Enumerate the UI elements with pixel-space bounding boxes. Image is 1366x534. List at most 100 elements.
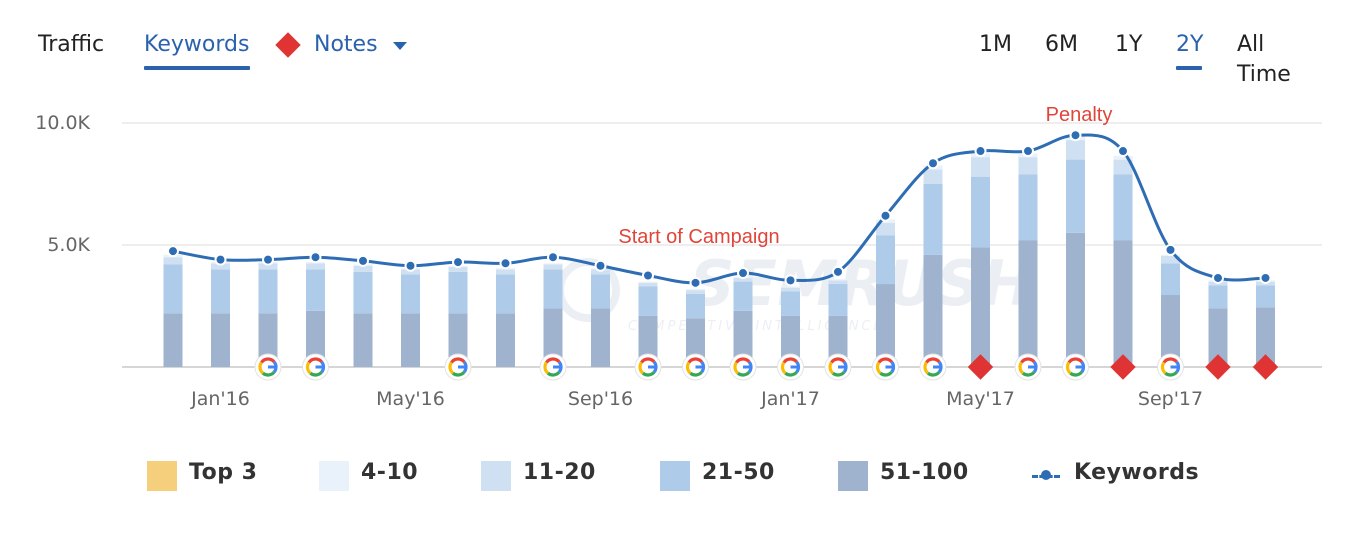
x-tick-label: Jan'17 (760, 388, 820, 410)
bar-segment-51-100 (1066, 232, 1085, 367)
google-icon-arc (830, 357, 846, 364)
bar-segment-4-10 (1113, 155, 1133, 160)
bar-segment-11-20 (306, 263, 325, 270)
keywords-point (1069, 129, 1082, 142)
bar-segment-51-100 (306, 310, 325, 367)
google-icon-arc (1021, 370, 1036, 377)
bar-segment-21-50 (1161, 263, 1180, 296)
google-icon-arc (448, 361, 455, 375)
bar-segment-11-20 (1161, 255, 1180, 264)
range-6m[interactable]: 6M (1045, 32, 1078, 57)
bar-segment-11-20 (448, 266, 468, 272)
keywords-point (499, 257, 512, 270)
legend-label-keywords: Keywords (1074, 460, 1200, 485)
google-icon-arc (309, 370, 323, 377)
x-tick-label: Sep'17 (1138, 388, 1203, 410)
legend-label-4-10: 4-10 (361, 460, 419, 485)
keywords-point (642, 269, 654, 282)
y-tick-label: 5.0K (47, 234, 90, 256)
bar-segment-21-50 (306, 269, 325, 311)
google-update-icon (539, 353, 567, 381)
google-icon-arc (1018, 361, 1025, 375)
chevron-down-icon[interactable] (393, 42, 407, 50)
bar-segment-11-20 (163, 257, 183, 265)
google-icon-arc (1065, 361, 1072, 375)
bar-segment-21-50 (1113, 174, 1133, 241)
bar-segment-11-20 (1018, 157, 1038, 175)
bar-segment-21-50 (591, 274, 610, 309)
bar-segment-51-100 (828, 315, 848, 367)
bar-segment-21-50 (401, 274, 420, 314)
keywords-point (167, 245, 179, 258)
google-icon-arc (879, 370, 893, 377)
bar-segment-51-100 (496, 313, 515, 367)
google-icon-arc (641, 370, 656, 377)
tab-keywords-underline (144, 66, 250, 70)
bar-segment-51-100 (1208, 308, 1228, 367)
keywords-point (404, 259, 417, 272)
google-icon-arc (640, 357, 656, 364)
legend-label-11-20: 11-20 (523, 460, 596, 485)
keywords-point (262, 253, 274, 266)
google-icon-arc (450, 357, 466, 364)
bar-segment-51-100 (1161, 295, 1180, 367)
tab-notes[interactable]: Notes (314, 32, 378, 57)
google-icon-arc (1162, 357, 1178, 364)
google-update-icon (302, 353, 329, 381)
bar-segment-21-50 (448, 271, 468, 314)
google-icon-arc (923, 361, 930, 375)
keywords-point (832, 265, 844, 278)
bar-segment-11-20 (781, 287, 800, 292)
note-diamond-icon (967, 354, 994, 380)
legend-label-top3: Top 3 (189, 460, 258, 485)
keywords-chart: SEMRUSH COMPETITIVE INTELLIGENCE Jan'16 M… (35, 104, 1322, 410)
google-icon-arc (1067, 357, 1083, 364)
bar-segment-11-20 (258, 263, 278, 270)
bar-segment-11-20 (1113, 159, 1133, 175)
bar-segment-51-100 (733, 310, 753, 367)
google-icon-arc (926, 370, 941, 377)
bar-segment-51-100 (1256, 307, 1275, 367)
bar-segment-21-50 (211, 269, 230, 314)
google-icon-arc (689, 370, 703, 377)
range-all-time[interactable]: All Time (1237, 32, 1291, 87)
bar-segment-21-50 (923, 184, 943, 255)
keywords-point (879, 209, 892, 222)
google-icon-arc (733, 361, 740, 375)
google-icon-arc (545, 357, 561, 364)
keywords-point (1022, 145, 1034, 158)
google-icon-arc (305, 361, 312, 375)
google-update-icon (254, 353, 282, 381)
bar-segment-51-100 (163, 313, 183, 367)
bar-segment-21-50 (828, 284, 848, 316)
google-icon-arc (260, 357, 276, 364)
bar-segment-11-20 (1066, 140, 1085, 160)
bar-segment-11-20 (401, 269, 420, 275)
legend-swatch-11-20 (481, 461, 511, 491)
tab-traffic[interactable]: Traffic (38, 32, 105, 57)
bar-segment-51-100 (211, 313, 230, 367)
google-icon-arc (875, 361, 882, 375)
range-1m[interactable]: 1M (979, 32, 1012, 57)
keywords-point (1164, 243, 1177, 256)
google-icon-arc (546, 370, 561, 377)
google-update-icon (824, 353, 852, 381)
google-icon-arc (258, 361, 265, 375)
tab-keywords[interactable]: Keywords (144, 32, 250, 57)
google-update-icon (1062, 353, 1089, 381)
google-icon-arc (782, 357, 798, 364)
range-2y[interactable]: 2Y (1176, 32, 1204, 57)
google-update-icon (634, 353, 662, 381)
range-1y[interactable]: 1Y (1115, 32, 1143, 57)
keywords-point (689, 276, 702, 289)
google-icon-arc (828, 361, 835, 375)
bar-segment-21-50 (1256, 285, 1275, 308)
keywords-point (1259, 271, 1272, 284)
bar-segment-51-100 (1018, 240, 1038, 367)
bar-segment-4-10 (638, 281, 658, 283)
y-tick-label: 10.0K (35, 112, 90, 134)
bar-segment-21-50 (971, 176, 990, 248)
google-update-icon (1014, 353, 1042, 381)
google-icon-arc (638, 361, 645, 375)
keywords-point (452, 256, 464, 269)
